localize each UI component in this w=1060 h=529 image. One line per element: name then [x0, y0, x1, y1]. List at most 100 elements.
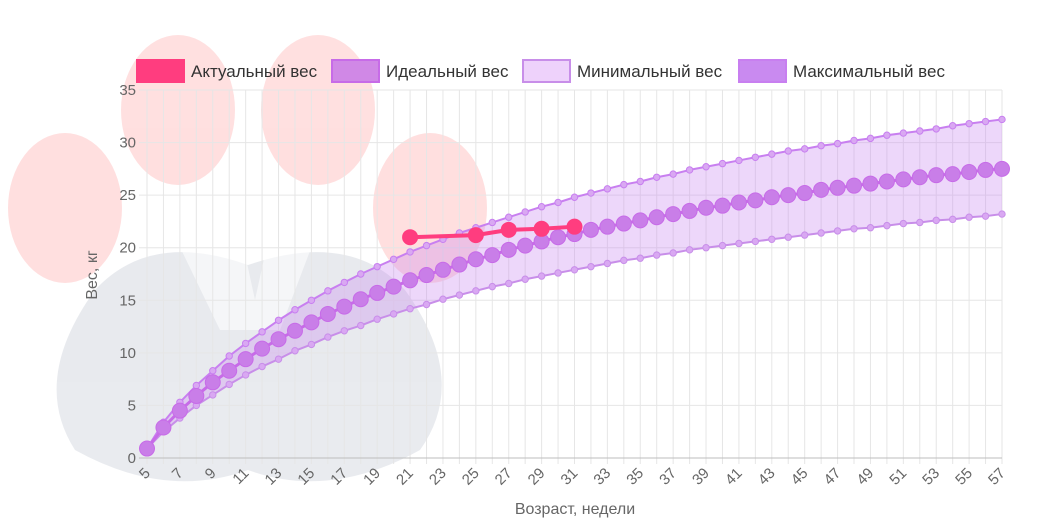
ideal-weight-series-point	[451, 256, 468, 273]
x-tick-label: 39	[689, 465, 713, 489]
min-weight-series-point	[866, 224, 875, 232]
max-weight-series-point	[916, 127, 924, 135]
max-weight-series-point	[209, 367, 217, 375]
ideal-weight-series-point	[846, 177, 863, 194]
min-weight-series-point	[800, 231, 809, 239]
ideal-weight-series-point	[730, 194, 747, 211]
x-tick-label: 31	[558, 465, 582, 489]
ideal-weight-series-point	[895, 171, 912, 188]
min-weight-series-point	[718, 241, 727, 250]
max-weight-series-point	[981, 117, 990, 126]
x-tick-label: 47	[821, 465, 845, 489]
ideal-weight-series-point	[237, 351, 254, 368]
min-weight-series-point	[488, 282, 496, 291]
y-tick-label: 20	[119, 240, 136, 257]
min-weight-series-point	[751, 237, 760, 246]
ideal-weight-series-point	[204, 374, 221, 391]
chart-legend[interactable]: Актуальный вес Идеальный вес Минимальный в…	[136, 59, 945, 83]
min-weight-series-point	[965, 213, 973, 221]
max-weight-series-point	[751, 153, 760, 161]
min-weight-series-point	[899, 219, 908, 228]
ideal-weight-series-point	[319, 305, 336, 322]
max-weight-series-point	[422, 241, 431, 250]
y-tick-label: 35	[119, 82, 136, 99]
max-weight-series-point	[603, 185, 612, 193]
min-weight-series-point	[241, 371, 250, 379]
ideal-weight-series-point	[714, 197, 731, 214]
max-weight-series-point	[291, 306, 299, 314]
max-weight-series-point	[570, 193, 579, 201]
max-weight-series-point	[389, 255, 398, 263]
min-weight-series-point	[850, 225, 858, 233]
x-axis-title: Возраст, недели	[515, 501, 635, 518]
ideal-weight-series-point	[171, 402, 188, 419]
x-tick-label: 55	[952, 465, 976, 489]
ideal-weight-series-point	[517, 237, 534, 254]
max-weight-series-point	[307, 296, 316, 304]
ideal-weight-series-point	[648, 209, 665, 226]
max-weight-series-point	[718, 159, 727, 168]
min-weight-series-point	[357, 321, 365, 330]
min-weight-series-point	[307, 340, 316, 349]
max-weight-series-point	[653, 173, 661, 181]
ideal-weight-series-point	[254, 340, 271, 357]
ideal-weight-series-point	[434, 261, 451, 278]
min-weight-series-point	[291, 347, 299, 355]
min-weight-series-point	[669, 249, 677, 257]
max-weight-series-point	[587, 189, 595, 197]
min-weight-series-point	[258, 362, 266, 371]
ideal-weight-series-point	[550, 229, 567, 246]
x-tick-label: 27	[492, 465, 516, 489]
min-weight-series-point	[422, 300, 431, 309]
min-weight-series-point	[735, 239, 743, 248]
actual-weight-series-point	[402, 229, 419, 246]
max-weight-series-point	[784, 147, 792, 155]
ideal-weight-series-point	[188, 387, 205, 404]
legend-actual-weight[interactable]: Актуальный вес	[136, 59, 318, 83]
min-weight-series-point	[439, 295, 447, 303]
min-weight-series-point	[225, 380, 233, 389]
legend-max-weight-swatch	[738, 59, 787, 83]
max-weight-series-point	[488, 218, 496, 227]
ideal-weight-series-point	[665, 206, 682, 223]
legend-ideal-weight[interactable]: Идеальный вес	[331, 59, 509, 83]
actual-weight-series-point	[566, 218, 583, 235]
min-weight-series-point	[916, 218, 924, 227]
y-tick-label: 10	[119, 345, 136, 362]
legend-min-weight-label: Минимальный вес	[577, 62, 723, 81]
ideal-weight-series-point	[780, 187, 797, 204]
legend-min-weight[interactable]: Минимальный вес	[522, 59, 723, 83]
ideal-weight-series-point	[944, 166, 961, 183]
ideal-weight-series-point	[681, 202, 698, 219]
max-weight-series-point	[948, 122, 957, 130]
max-weight-series-point	[241, 339, 250, 348]
max-weight-series-point	[620, 180, 628, 189]
ideal-weight-series-point	[862, 175, 879, 192]
min-weight-series-point	[948, 215, 957, 224]
min-weight-series-point	[883, 221, 891, 230]
ideal-weight-series-point	[286, 322, 303, 339]
max-weight-series-point	[521, 208, 529, 216]
min-weight-series-point	[603, 259, 612, 268]
min-weight-series-point	[406, 304, 414, 313]
min-weight-series-point	[537, 272, 546, 280]
x-tick-label: 37	[656, 465, 680, 489]
x-tick-label: 41	[722, 465, 746, 489]
min-weight-series-point	[636, 254, 644, 262]
min-weight-series-point	[455, 291, 464, 299]
x-tick-label: 23	[426, 465, 450, 489]
max-weight-series-point	[406, 248, 414, 256]
legend-max-weight[interactable]: Максимальный вес	[738, 59, 945, 83]
y-tick-label: 25	[119, 187, 136, 204]
ideal-weight-series-point	[599, 218, 616, 235]
ideal-weight-series-point	[911, 169, 928, 186]
y-tick-label: 5	[128, 397, 136, 414]
x-tick-label: 49	[853, 465, 877, 489]
x-tick-label: 33	[590, 465, 614, 489]
max-weight-series-point	[340, 278, 349, 287]
min-weight-series-point	[653, 251, 661, 259]
y-tick-label: 15	[119, 292, 136, 309]
ideal-weight-series-point	[352, 291, 369, 308]
